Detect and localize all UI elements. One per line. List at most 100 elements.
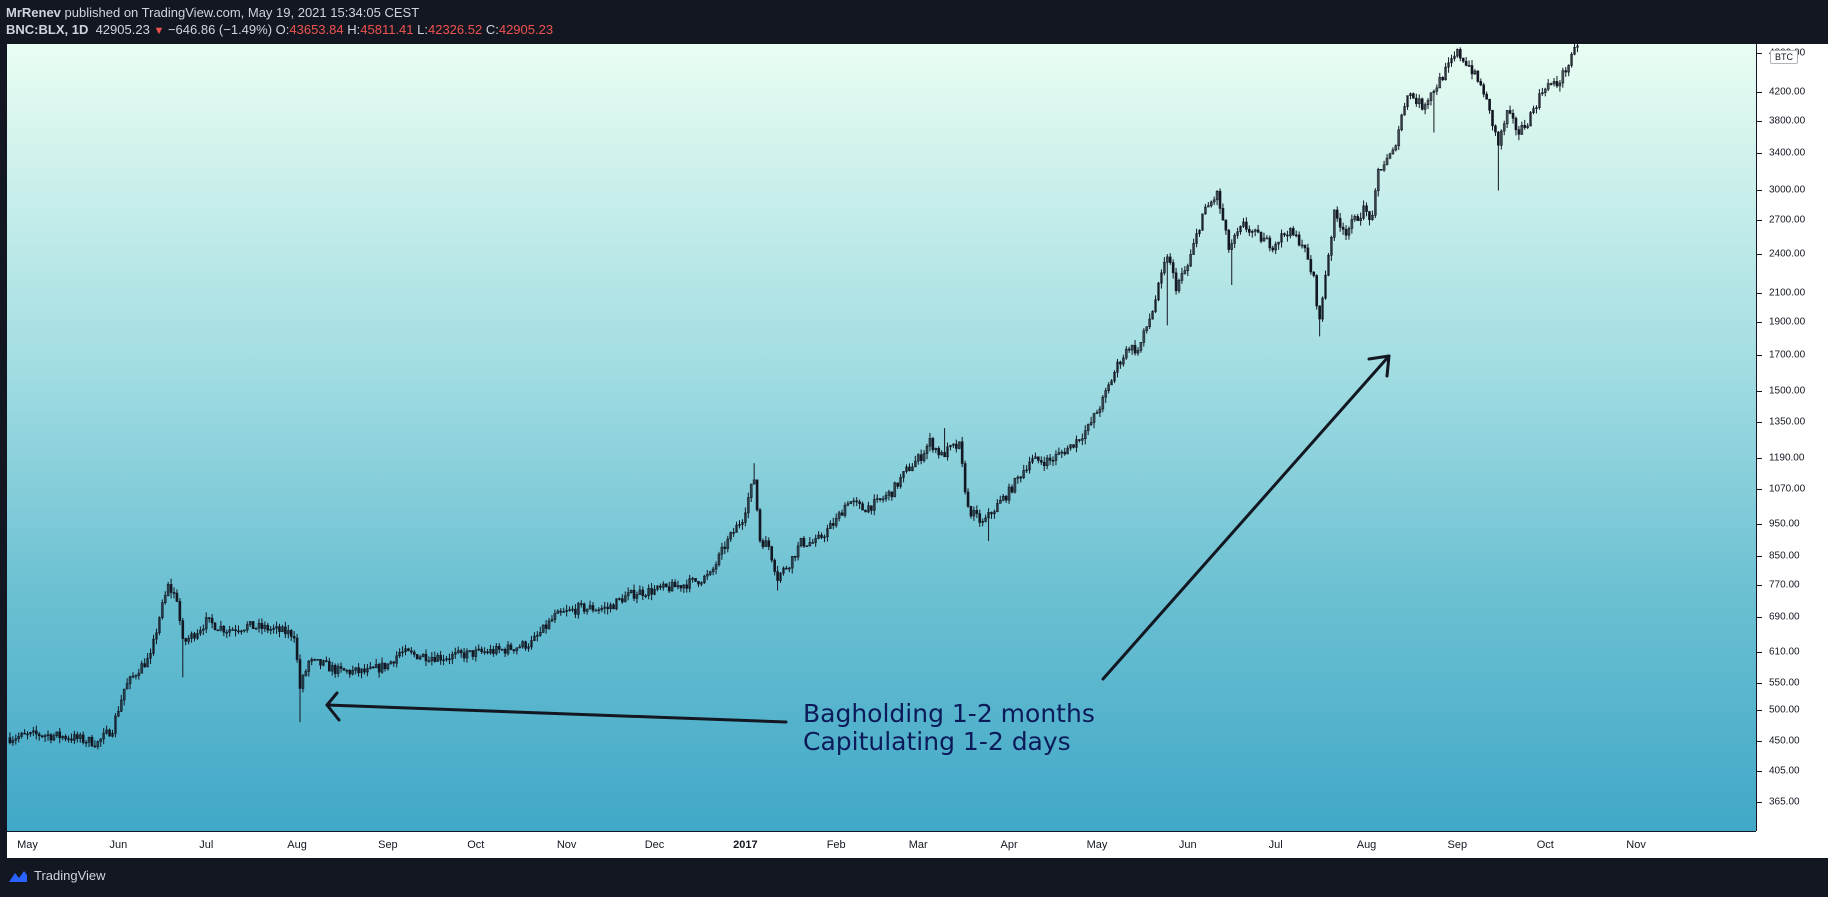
price-tick-label: 1070.00 [1769,483,1806,495]
price-axis[interactable]: 4800.004200.003800.003400.003000.002700.… [1756,44,1828,831]
candle-body [1470,65,1474,75]
candle-body [117,710,120,717]
candle-body [829,523,832,529]
candle-body [500,649,504,651]
candle-body [1262,237,1266,242]
candle-body [1365,205,1368,212]
candle-body [1318,305,1321,320]
candle-body [1245,221,1248,230]
candle-body [453,652,457,655]
candle-body [1376,168,1380,192]
candle-body [1066,447,1069,455]
time-tick-label: Jul [199,839,214,851]
candle-body [1218,190,1222,209]
candle-body [1576,45,1579,48]
candle-body [966,491,970,507]
candle-body [1113,371,1116,382]
candle-body [870,505,873,511]
candle-body [899,477,902,487]
candle-body [785,567,788,570]
candle-body [688,578,691,589]
open-value: 43653.84 [289,22,344,37]
candle-body [486,651,489,654]
candle-body [1514,117,1518,131]
candle-body [254,627,258,630]
candle-body [670,581,674,592]
candle-body [471,650,475,657]
candle-body [1151,311,1154,320]
time-axis[interactable]: May Jun Jul Aug Sep Oct Nov Dec 2017 Feb Mar Apr May… [7,831,1756,859]
candle-body [820,534,823,538]
candle-body [1420,98,1424,110]
candle-body [1110,380,1113,386]
open-label: O: [275,22,290,37]
candlestick-chart[interactable] [7,44,1756,831]
candle-body [93,745,97,748]
candle-body [1374,190,1377,216]
candle-body [981,521,984,523]
candle-body [855,500,859,503]
candle-body [664,583,668,587]
candle-body [676,585,680,588]
candle-body [744,512,747,523]
price-tick-mark [1757,682,1762,684]
candle-body [1207,205,1210,208]
tradingview-brand[interactable]: TradingView [8,868,106,883]
author-name[interactable]: MrRenev [6,5,61,20]
candle-body [90,736,94,747]
candle-body [251,621,255,630]
candle-body [386,663,390,670]
candle-body [559,610,563,613]
candle-body [1025,469,1028,472]
candle-body [1508,110,1512,114]
candle-body [1558,82,1562,87]
candle-body [395,655,398,664]
arrow-up-line[interactable] [1101,354,1391,681]
candle-body [412,651,416,655]
candle-body [424,653,428,662]
price-tick-mark [1757,220,1762,222]
candle-body [281,626,284,632]
candle-body [872,499,876,511]
candle-body [823,536,826,539]
candle-body [1124,348,1128,359]
candle-body [533,635,536,641]
candle-body [685,584,689,589]
candle-body [1280,233,1283,243]
candle-body [509,644,513,650]
candle-body [916,454,920,462]
candle-body [1148,318,1151,327]
candle-body [1341,226,1345,230]
candle-body [996,503,999,513]
candle-body [1432,90,1436,94]
price-tick-mark [1757,390,1762,392]
candle-body [52,735,56,741]
price-tick-label: 2100.00 [1769,287,1806,299]
candle-body [199,629,202,634]
candle-body [111,733,114,737]
candle-body [506,644,510,654]
candle-body [1122,357,1125,365]
candle-body [673,581,677,588]
candle-body [1497,131,1500,146]
candle-body [618,598,621,600]
candle-body [770,546,774,561]
candle-body [1350,219,1354,229]
symbol-name[interactable]: BNC:BLX, 1D [6,22,89,37]
candle-body [374,664,378,669]
candle-body [1312,271,1316,276]
candle-body [1535,107,1538,109]
candle-body [140,663,144,674]
candle-body [1415,97,1418,105]
plot-area[interactable] [7,44,1756,831]
candle-body [1104,390,1108,398]
candle-body [1277,241,1280,245]
candle-body [606,606,609,610]
candle-body [1268,237,1272,249]
candle-body [1409,93,1412,96]
candle-body [1344,229,1348,236]
candle-body [1300,244,1304,247]
arrow-left-line[interactable] [325,703,788,724]
candle-body [1570,53,1573,66]
candle-body [893,482,897,498]
